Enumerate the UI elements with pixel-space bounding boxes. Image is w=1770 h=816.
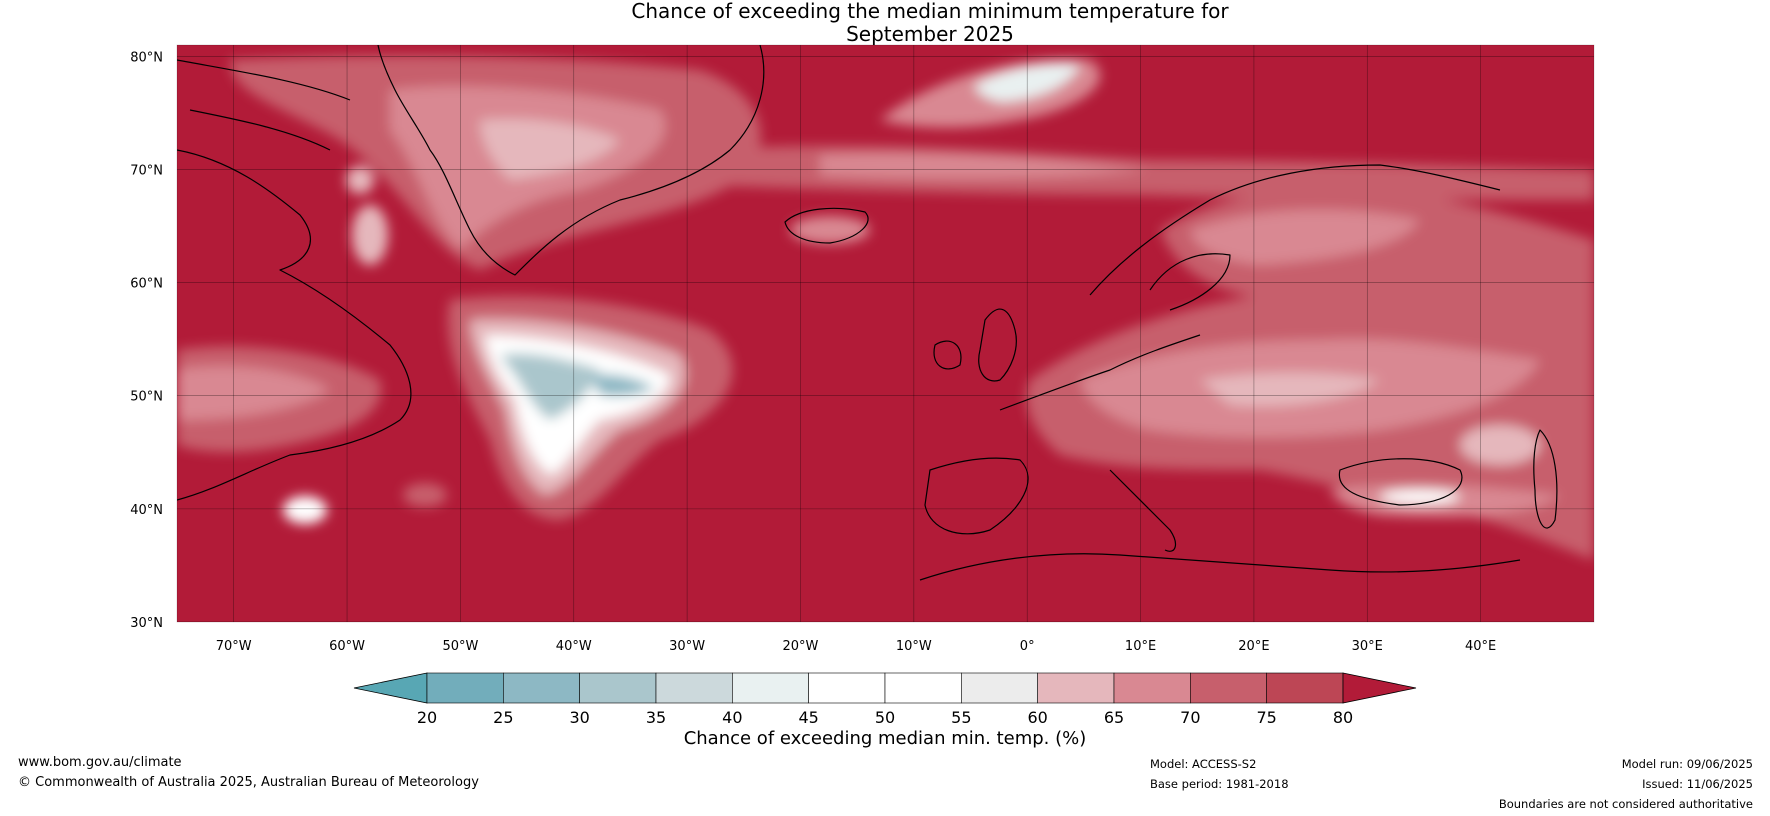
lat-tick-label: 30°N [130,616,163,631]
shade-blob-1 [283,496,327,524]
model-run: Model run: 09/06/2025 [1621,757,1753,771]
lat-tick-labels: 80°N 70°N 60°N 50°N 40°N 30°N [130,50,163,631]
coast-scandinavia [1089,164,1501,311]
lon-tick-label: 40°E [1465,639,1496,654]
colorbar-ticks: 20 25 30 35 40 45 50 55 60 65 70 75 80 [417,708,1353,727]
coast-greenland [377,45,765,276]
graticule [177,45,1594,622]
footer-run-info: Model run: 09/06/2025 Issued: 11/06/2025… [1499,754,1753,814]
colorbar-segment [426,672,504,704]
lon-tick-label: 70°W [216,639,252,654]
coast-canada [177,149,412,501]
lat-tick-label: 40°N [130,503,163,518]
map-frame [176,44,1595,623]
colorbar-segment [1190,672,1267,704]
shade-blob-3 [346,166,374,194]
coast-mediterranean [919,553,1521,581]
lon-tick-label: 40°W [556,639,592,654]
colorbar-segment [961,672,1038,704]
shade-blob-2 [352,205,388,265]
lat-tick-label: 60°N [130,277,163,292]
shade-europe-light [1200,372,1380,407]
colorbar-tick-label: 65 [1104,708,1124,727]
shade-blob-4 [403,483,447,507]
copyright-text: © Commonwealth of Australia 2025, Austra… [18,775,479,790]
coast-blacksea [1338,458,1463,506]
issued-date: Issued: 11/06/2025 [1642,777,1753,791]
colorbar-segment [884,672,962,704]
colorbar-label: Chance of exceeding median min. temp. (%… [683,728,1087,749]
colorbar-tick-label: 20 [417,708,437,727]
coast-italy [1109,469,1177,552]
base-period: Base period: 1981-2018 [1150,777,1289,791]
colorbar-segment [732,672,809,704]
coast-europe [924,334,1201,535]
lat-tick-label: 70°N [130,163,163,178]
coastlines [177,45,1558,581]
colorbar-tick-label: 35 [646,708,666,727]
probability-shading [177,55,1594,560]
shade-svalbard-core [975,63,1080,102]
coast-caspian [1533,429,1558,529]
title-line-1: Chance of exceeding the median minimum t… [631,0,1229,23]
colorbar-extension-high [1342,672,1417,704]
colorbar-segment [655,672,733,704]
coast-iceland [784,207,869,244]
colorbar-segment [1113,672,1191,704]
footer-left: www.bom.gov.au/climate © Commonwealth of… [18,753,479,793]
lon-tick-label: 60°W [329,639,365,654]
shade-atlantic-blue2 [590,374,655,397]
colorbar-tick-label: 55 [951,708,971,727]
disclaimer: Boundaries are not considered authoritat… [1498,797,1753,811]
lon-tick-label: 20°W [783,639,819,654]
lon-tick-label: 30°W [669,639,705,654]
colorbar-tick-label: 40 [722,708,742,727]
colorbar-segment [1037,672,1115,704]
map-area [177,45,1594,622]
shade-scandinavia-pale [1190,209,1420,265]
lat-tick-label: 80°N [130,50,163,65]
website-link[interactable]: www.bom.gov.au/climate [18,755,182,770]
colorbar-extension-low [353,672,428,704]
lon-tick-labels: 70°W 60°W 50°W 40°W 30°W 20°W 10°W 0° 10°E 20°E 30… [216,639,1497,654]
colorbar-segment [1266,672,1344,704]
shade-canada-pale [177,366,330,420]
colorbar-tick-label: 75 [1256,708,1276,727]
coast-canada-islands [177,59,351,151]
colorbar-tick-label: 50 [875,708,895,727]
chart-title: Chance of exceeding the median minimum t… [0,0,1770,46]
shade-blacksea-core [1380,490,1460,504]
shade-iceland [790,216,870,244]
colorbar-tick-label: 70 [1180,708,1200,727]
shade-arctic-pale [820,153,1150,179]
colorbar-tick-label: 45 [798,708,818,727]
shade-greenland-pale [480,118,620,180]
colorbar-tick-label: 80 [1333,708,1353,727]
coast-uk [933,308,1017,382]
lon-tick-label: 0° [1020,639,1035,654]
colorbar [353,672,1417,704]
footer-model-info: Model: ACCESS-S2 Base period: 1981-2018 [1150,754,1289,794]
colorbar-segment [579,672,657,704]
lon-tick-label: 30°E [1352,639,1383,654]
lat-tick-label: 50°N [130,390,163,405]
lon-tick-label: 10°E [1125,639,1156,654]
colorbar-tick-label: 60 [1027,708,1047,727]
colorbar-tick-label: 25 [493,708,513,727]
lon-tick-label: 20°E [1238,639,1269,654]
colorbar-segment [808,672,886,704]
lon-tick-label: 10°W [896,639,932,654]
lon-tick-label: 50°W [442,639,478,654]
title-line-2: September 2025 [846,22,1014,46]
model-name: Model: ACCESS-S2 [1150,757,1257,771]
shade-atlantic-blue [500,353,600,420]
shade-caspian [1460,425,1540,465]
colorbar-segment [503,672,580,704]
colorbar-tick-label: 30 [569,708,589,727]
